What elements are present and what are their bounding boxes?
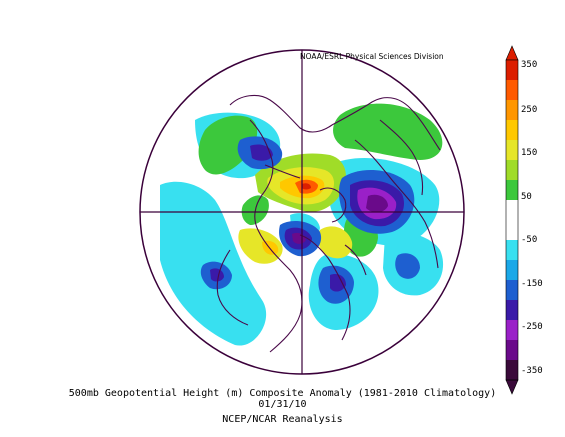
colorbar-swatch [506, 120, 518, 141]
colorbar-tick-label: 250 [521, 105, 538, 115]
colorbar-swatch [506, 140, 518, 161]
colorbar-swatch [506, 360, 518, 381]
colorbar-tick-label: -50 [521, 235, 538, 245]
colorbar-swatch [506, 340, 518, 361]
colorbar-swatch [506, 180, 518, 201]
colorbar-tick-label: 350 [521, 60, 538, 70]
colorbar-tick-label: -350 [521, 366, 543, 376]
colorbar-border [505, 59, 519, 381]
caption-title: 500mb Geopotential Height (m) Composite … [68, 388, 497, 399]
credit-label: NOAA/ESRL Physical Sciences Division [300, 52, 444, 61]
colorbar-swatch [506, 300, 518, 321]
colorbar-swatch [506, 240, 518, 261]
colorbar [505, 45, 519, 395]
anomaly-field [140, 50, 464, 374]
colorbar-swatch [506, 200, 518, 221]
coastlines [216, 94, 441, 353]
colorbar-tick-label: 150 [521, 148, 538, 158]
colorbar-swatch [506, 60, 518, 81]
colorbar-swatch [506, 80, 518, 101]
colorbar-swatch [506, 220, 518, 241]
colorbar-tick-label: -250 [521, 322, 543, 332]
colorbar-swatch [506, 100, 518, 121]
colorbar-swatch [506, 160, 518, 181]
caption-date: 01/31/10 [258, 399, 307, 410]
colorbar-top-arrow [505, 45, 519, 61]
colorbar-tick-label: -150 [521, 279, 543, 289]
colorbar-tick-label: 50 [521, 192, 532, 202]
colorbar-swatch [506, 280, 518, 301]
caption-source: NCEP/NCAR Reanalysis [222, 414, 343, 425]
map-frame [139, 49, 465, 375]
colorbar-swatch [506, 320, 518, 341]
colorbar-swatch [506, 260, 518, 281]
